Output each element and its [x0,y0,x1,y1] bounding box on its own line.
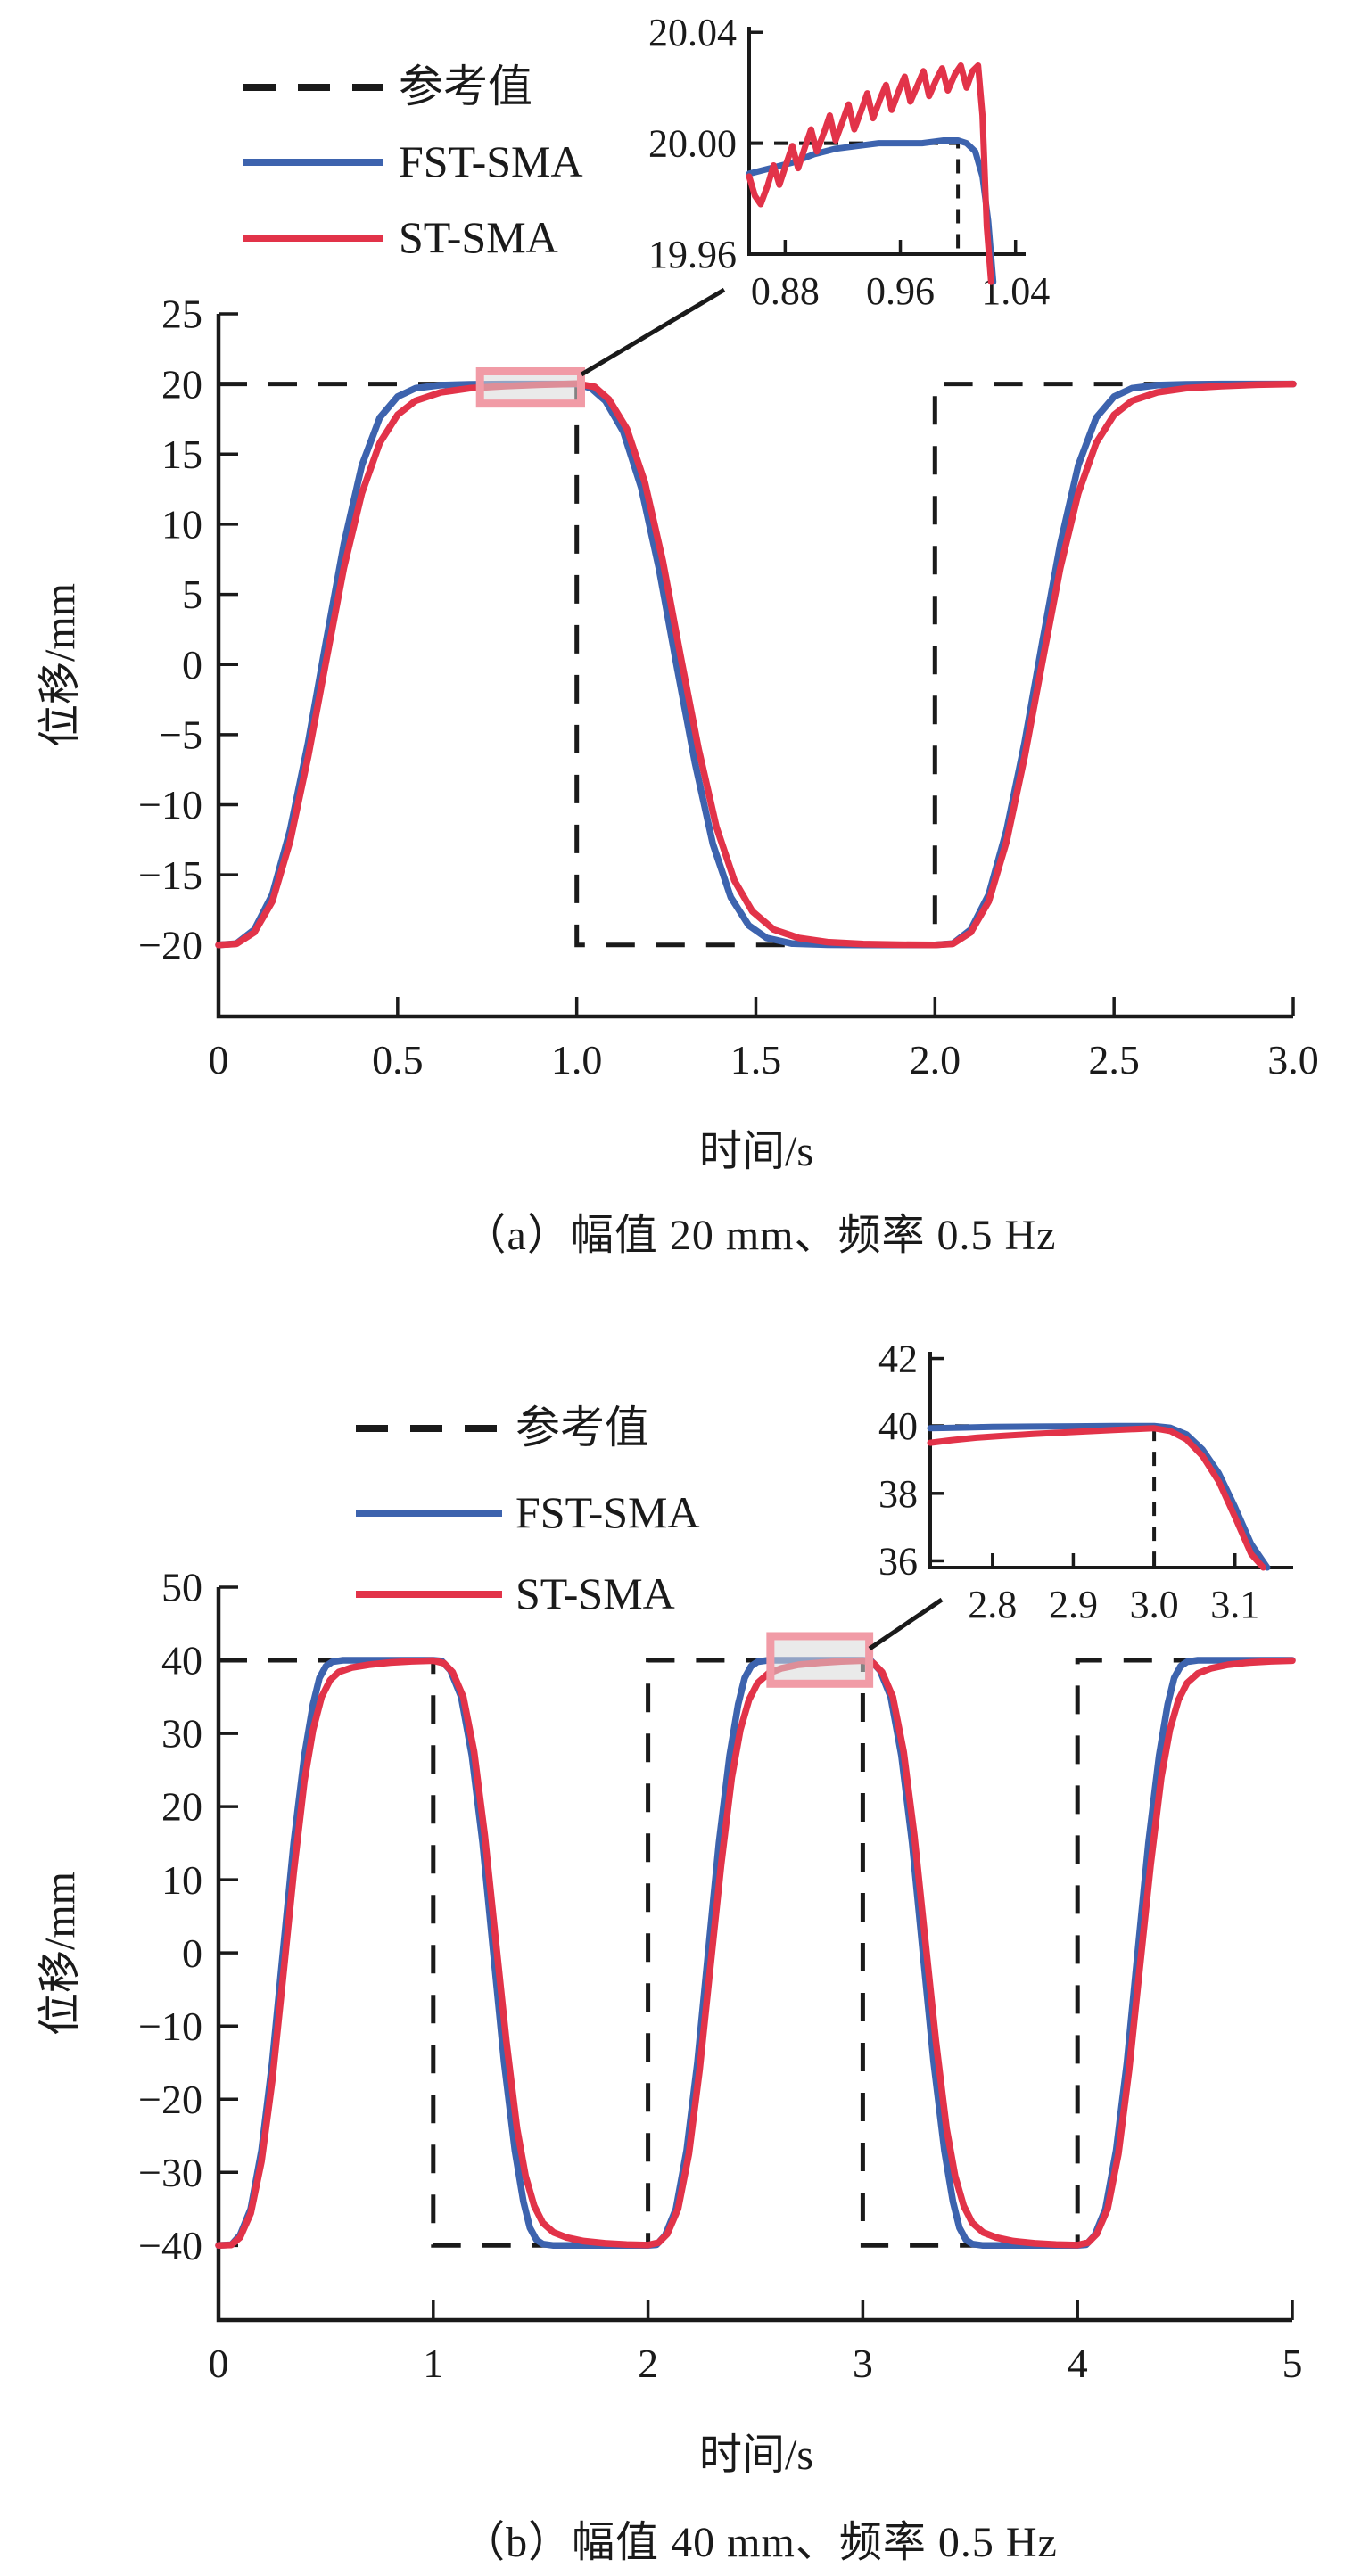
svg-text:3: 3 [853,2341,873,2386]
svg-text:0: 0 [209,1037,229,1082]
legend-label-fst-sma-b: FST-SMA [515,1487,700,1537]
svg-text:0: 0 [182,642,202,687]
x-axis-label-a: 时间/s [698,1128,814,1175]
svg-text:2.9: 2.9 [1049,1583,1098,1626]
svg-text:19.96: 19.96 [648,233,737,276]
svg-text:1.5: 1.5 [730,1037,782,1082]
svg-text:20: 20 [161,1784,202,1830]
svg-text:4: 4 [1068,2341,1088,2386]
zoom-highlight-box [766,1632,874,1688]
svg-text:15: 15 [161,432,202,477]
y-axis-label-a: 位移/mm [37,582,84,748]
inset-connector-line [868,1597,944,1651]
svg-text:10: 10 [161,1857,202,1903]
svg-text:0.96: 0.96 [866,269,935,313]
svg-text:2: 2 [638,2341,658,2386]
svg-text:0: 0 [182,1930,202,1976]
svg-text:10: 10 [161,502,202,547]
caption-b: （b）幅值 40 mm、频率 0.5 Hz [462,2519,1058,2566]
svg-text:5: 5 [1282,2341,1303,2386]
svg-text:3.0: 3.0 [1130,1583,1179,1626]
svg-text:42: 42 [878,1337,918,1381]
caption-a: （a）幅值 20 mm、频率 0.5 Hz [463,1212,1057,1259]
svg-text:−15: −15 [138,852,202,898]
svg-text:−10: −10 [138,782,202,827]
svg-text:36: 36 [878,1539,918,1583]
svg-text:1: 1 [423,2341,443,2386]
svg-text:−20: −20 [138,2077,202,2122]
y-axis-label-b: 位移/mm [37,1871,84,2037]
x-axis-label-b: 时间/s [698,2432,814,2479]
svg-text:5: 5 [182,572,202,617]
svg-text:2.8: 2.8 [968,1583,1017,1626]
svg-text:25: 25 [161,292,202,337]
svg-text:20.04: 20.04 [648,11,737,54]
svg-text:2.0: 2.0 [910,1037,961,1082]
zoom-highlight-box [475,366,585,408]
svg-text:−40: −40 [138,2223,202,2268]
svg-text:3.1: 3.1 [1210,1583,1259,1626]
chart-b-inset: 2.8 2.9 3.0 3.1 36 38 40 42 [878,1337,1293,1626]
svg-text:0: 0 [209,2341,229,2386]
svg-text:−5: −5 [159,712,202,757]
svg-text:−20: −20 [138,922,202,967]
svg-text:0.5: 0.5 [372,1037,424,1082]
svg-text:0.88: 0.88 [751,269,820,313]
svg-text:20: 20 [161,361,202,407]
svg-text:1.0: 1.0 [551,1037,603,1082]
svg-text:−10: −10 [138,2004,202,2049]
svg-text:3.0: 3.0 [1267,1037,1319,1082]
svg-text:40: 40 [161,1638,202,1683]
inset-connector-line [580,287,726,377]
chart-a: 0 0.5 1.0 1.5 2.0 2.5 3.0 −20 −15 −10 −5 0 5 10 15 20 25 [138,84,1319,1082]
svg-text:2.5: 2.5 [1088,1037,1140,1082]
svg-text:38: 38 [878,1472,918,1516]
legend-label-st-sma-b: ST-SMA [515,1568,675,1618]
chart-b: 0 1 2 3 4 5 −40 −30 −20 −10 0 10 20 30 40 50 [138,1425,1303,2386]
legend-label-reference-a: 参考值 [399,62,532,111]
svg-text:40: 40 [878,1404,918,1448]
legend-label-fst-sma-a: FST-SMA [399,136,583,186]
svg-text:30: 30 [161,1711,202,1757]
legend-label-st-sma-a: ST-SMA [399,212,558,262]
legend-label-reference-b: 参考值 [515,1403,649,1453]
svg-text:−30: −30 [138,2150,202,2195]
svg-text:20.00: 20.00 [648,122,737,166]
svg-text:50: 50 [161,1565,202,1610]
